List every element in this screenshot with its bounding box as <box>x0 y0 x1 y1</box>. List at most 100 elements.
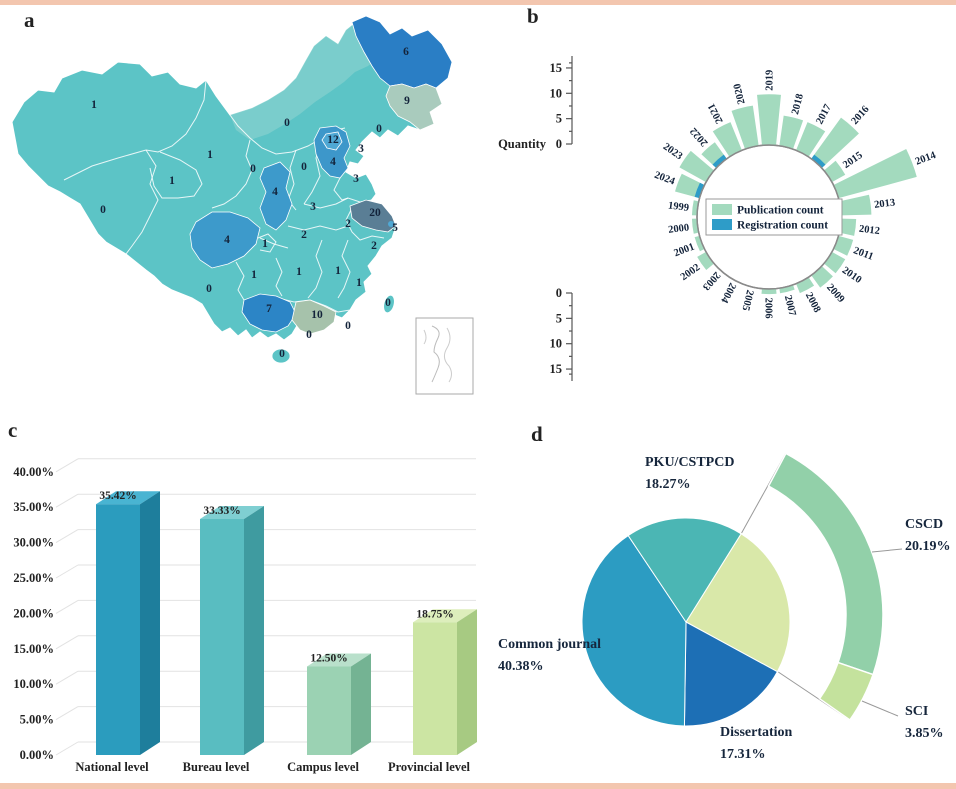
region-shaanxi <box>259 161 293 231</box>
radial-year-label-2024: 2024 <box>653 170 677 188</box>
map-value-label-hubei: 2 <box>301 229 307 241</box>
map-value-label-anhui: 2 <box>345 218 351 230</box>
radial-year-label-2023: 2023 <box>661 141 685 162</box>
pie-label-pct-pku: 18.27% <box>645 477 691 492</box>
page-background-strip-bottom <box>0 783 956 789</box>
radial-axis-bottom: 0 5 10 15 <box>550 286 573 381</box>
radial-year-label-2001: 2001 <box>672 242 696 260</box>
page-background-strip-top <box>0 0 956 5</box>
region-beijing <box>321 131 343 151</box>
radial-bar-publication-2002 <box>697 251 715 271</box>
bar-top-3 <box>413 609 477 623</box>
radial-year-label-2012: 2012 <box>858 224 880 237</box>
south-china-sea-inset <box>415 317 474 395</box>
bar-value-label-1: 33.33% <box>203 505 240 517</box>
map-value-label-guizhou: 1 <box>251 269 257 281</box>
radial-bar-publication-2018 <box>779 115 804 150</box>
map-value-label-jiangxi: 1 <box>335 265 341 277</box>
bar-front-3 <box>413 622 457 755</box>
map-value-label-liaoning: 0 <box>376 123 382 135</box>
map-value-label-sichuan: 4 <box>224 234 230 246</box>
bar-value-label-3: 18.75% <box>416 608 453 620</box>
map-value-label-jilin: 9 <box>404 95 410 107</box>
region-sichuan <box>189 211 261 269</box>
y-axis-tick-label: 0.00% <box>20 748 54 762</box>
map-value-label-inner-mongolia: 0 <box>284 117 290 129</box>
radial-bar-publication-2016 <box>811 117 859 169</box>
map-value-label-hebei: 4 <box>330 156 336 168</box>
radial-year-label-2014: 2014 <box>914 150 938 168</box>
pie-label-pct-sci: 3.85% <box>905 726 944 741</box>
radial-axis-tick-label: 0 <box>556 137 562 151</box>
bar-category-label-3: Provincial level <box>388 760 471 774</box>
map-value-label-hongkong: 0 <box>345 320 351 332</box>
radial-bars <box>675 94 917 295</box>
radial-axis-tick-label: 10 <box>550 337 563 351</box>
pie-label-pct-cscd: 20.19% <box>905 539 951 554</box>
gridline-tick-20 <box>55 599 79 614</box>
map-value-label-taiwan: 0 <box>385 297 391 309</box>
map-value-label-guangdong: 10 <box>311 309 323 321</box>
gridline-tick-30 <box>55 529 79 544</box>
bar-top-1 <box>200 506 264 520</box>
map-value-label-shanghai: 5 <box>392 222 398 234</box>
bar-category-label-2: Campus level <box>287 760 359 774</box>
radial-year-label-2002: 2002 <box>679 262 703 283</box>
map-value-label-shandong: 3 <box>353 173 359 185</box>
radial-axis-tick-label: 0 <box>556 286 562 300</box>
ring-segment-sci <box>818 661 874 722</box>
map-value-label-qinghai: 1 <box>169 175 175 187</box>
gridline-tick-25 <box>55 564 79 579</box>
region-guangdong <box>291 299 337 335</box>
pie-label-name-common: Common journal <box>498 637 601 652</box>
bar-front-0 <box>96 504 140 755</box>
region-heilongjiang <box>351 15 453 89</box>
radial-year-label-2006: 2006 <box>762 298 773 319</box>
bar-top-0 <box>96 491 160 505</box>
pie-slice-dissertation <box>683 621 779 727</box>
map-value-label-henan: 3 <box>310 201 316 213</box>
radial-bar-publication-2012 <box>839 218 857 236</box>
radial-bar-publication-2023 <box>679 150 715 183</box>
radial-year-label-2000: 2000 <box>668 222 690 235</box>
radial-bar-publication-2013 <box>839 194 872 216</box>
pie-leader-lines <box>861 548 903 717</box>
gridline-tick-0 <box>55 741 79 756</box>
map-value-label-guangxi: 7 <box>266 303 272 315</box>
map-value-label-shanxi: 0 <box>301 161 307 173</box>
radial-year-label-2019: 2019 <box>765 70 776 91</box>
radial-year-label-2017: 2017 <box>814 103 833 127</box>
panel-d-pie-chart: d PKU/CSTPCD 18.27% CSCD 20.19% Common journ… <box>478 400 956 789</box>
radial-year-label-2021: 2021 <box>706 102 725 126</box>
y-axis-tick-label: 5.00% <box>20 713 54 727</box>
gridline-tick-35 <box>55 493 79 508</box>
bar-front-2 <box>307 666 351 755</box>
map-value-label-zhejiang: 2 <box>371 240 377 252</box>
bar-side-2 <box>351 653 371 755</box>
bar-value-label-0: 35.42% <box>99 490 136 502</box>
radial-bar-registration-2016 <box>811 154 826 169</box>
radial-bar-publication-2008 <box>796 277 815 294</box>
radial-bar-publication-2006 <box>761 288 777 295</box>
bar-value-label-2: 12.50% <box>310 653 347 665</box>
bar-side-0 <box>140 491 160 755</box>
gridline-tick-5 <box>55 706 79 721</box>
radial-bar-publication-2020 <box>731 105 759 150</box>
map-value-label-xinjiang: 1 <box>91 99 97 111</box>
pie-slice-pku-cstpcd <box>627 517 742 623</box>
bar-top-2 <box>307 653 371 667</box>
region-taiwan <box>383 294 395 314</box>
y-axis-tick-label: 30.00% <box>13 536 54 550</box>
radial-bar-publication-2017 <box>796 122 826 157</box>
panel-label-d: d <box>531 422 543 446</box>
radial-bar-publication-2011 <box>833 235 854 256</box>
map-value-label-ningxia: 0 <box>250 163 256 175</box>
map-value-label-hainan: 0 <box>279 348 285 360</box>
radial-year-label-2015: 2015 <box>841 150 865 171</box>
map-value-label-tianjin: 3 <box>358 143 364 155</box>
quantity-axis-label: Quantity <box>498 137 547 151</box>
radial-axis-tick-label: 5 <box>556 112 562 126</box>
map-value-label-shaanxi: 4 <box>272 186 278 198</box>
